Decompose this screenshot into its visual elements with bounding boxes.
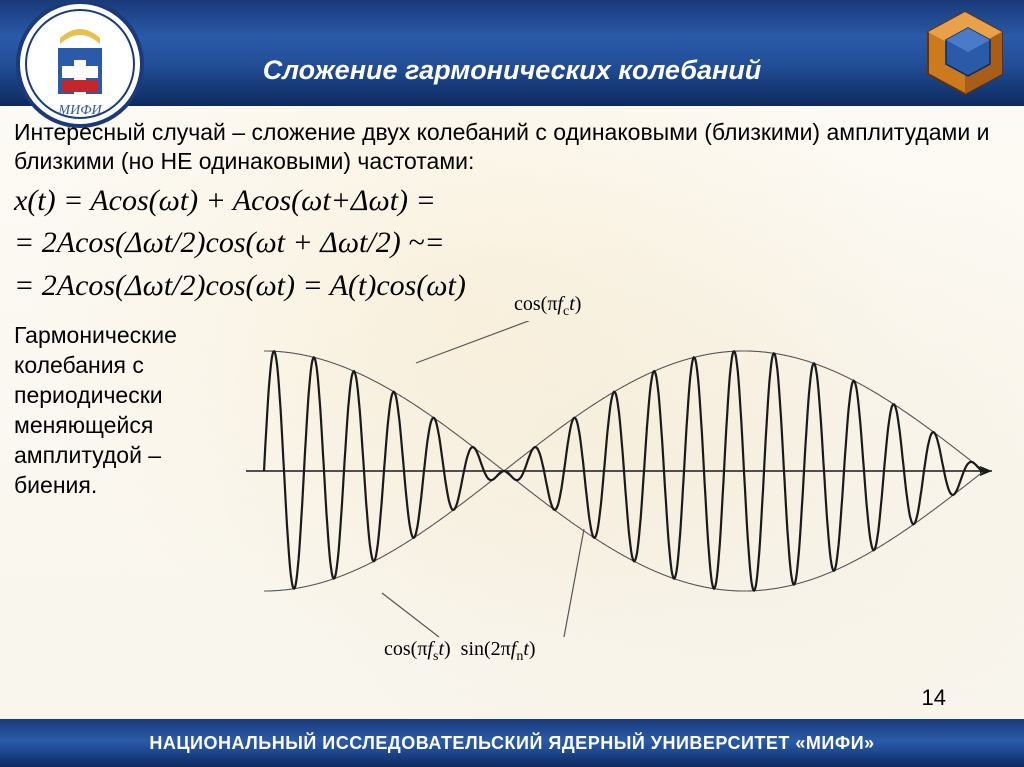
- equation-line-2: = 2Acos(Δωt/2)cos(ωt + Δωt/2) ~=: [14, 222, 1010, 265]
- slide-title: Сложение гармонических колебаний: [263, 55, 762, 86]
- slide-header: МИФИ Сложение гармонических колебаний: [0, 0, 1024, 106]
- page-number: 14: [922, 685, 946, 711]
- slide-content: Интересный случай – сложение двух колеба…: [0, 106, 1024, 671]
- footer-text: НАЦИОНАЛЬНЫЙ ИССЛЕДОВАТЕЛЬСКИЙ ЯДЕРНЫЙ У…: [149, 733, 874, 754]
- slide-footer: НАЦИОНАЛЬНЫЙ ИССЛЕДОВАТЕЛЬСКИЙ ЯДЕРНЫЙ У…: [0, 719, 1024, 767]
- equation-block: x(t) = Acos(ωt) + Acos(ωt+Δωt) = = 2Acos…: [14, 180, 1010, 308]
- department-cube-icon: [918, 6, 1012, 100]
- envelope-bottom-label: cos(πfst) sin(2πfnt): [384, 638, 536, 665]
- beats-chart: cos(πfct) t cos(πfst) sin(2πfnt): [234, 321, 1010, 661]
- beats-description: Гармонические колебания с периодически м…: [14, 321, 224, 500]
- equation-line-1: x(t) = Acos(ωt) + Acos(ωt+Δωt) =: [14, 180, 1010, 223]
- intro-paragraph: Интересный случай – сложение двух колеба…: [14, 118, 1010, 176]
- envelope-top-label: cos(πfct): [514, 293, 581, 320]
- equation-line-3: = 2Acos(Δωt/2)cos(ωt) = A(t)cos(ωt): [14, 265, 1010, 308]
